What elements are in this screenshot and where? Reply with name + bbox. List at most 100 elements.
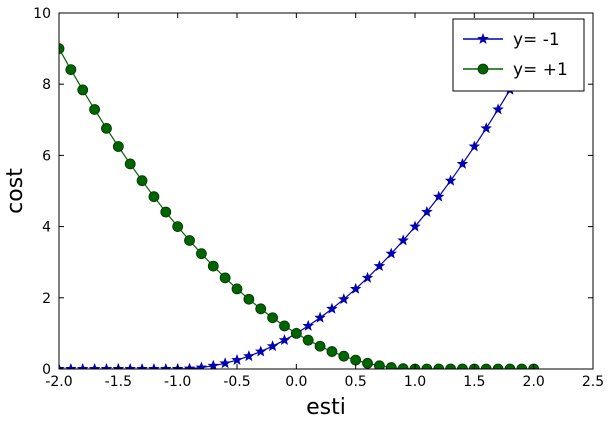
x-axis-label: esti — [306, 395, 346, 420]
data-point — [76, 362, 89, 369]
data-point — [492, 103, 504, 115]
data-point — [219, 272, 231, 284]
axis-ticks: -2.0 -1.5 -1.0 -0.5 0.0 0.5 1.0 1.5 2.0 2.5 0 2 4 6 8 1… — [33, 6, 604, 390]
data-point — [385, 247, 398, 259]
data-point — [65, 362, 77, 369]
data-point — [112, 141, 124, 152]
legend-marker — [477, 63, 489, 75]
data-point — [279, 320, 290, 332]
series-1 — [59, 43, 540, 369]
data-point — [480, 122, 492, 134]
legend-marker — [477, 32, 489, 44]
data-point — [409, 220, 421, 232]
data-point — [480, 363, 492, 369]
data-point — [457, 363, 468, 369]
data-point — [374, 360, 385, 369]
data-point — [421, 205, 433, 217]
data-point — [183, 362, 196, 369]
data-point — [456, 157, 469, 169]
x-tick-label: -0.5 — [223, 374, 250, 390]
data-point — [88, 362, 101, 369]
data-point — [444, 174, 457, 186]
data-point — [338, 293, 350, 305]
data-point — [266, 340, 279, 352]
data-point — [255, 303, 267, 315]
data-point — [101, 122, 112, 134]
data-point — [397, 234, 409, 246]
data-point — [243, 350, 255, 362]
x-tick-label: 1.0 — [404, 374, 426, 390]
series-group — [59, 42, 540, 369]
y-tick-label: 6 — [42, 148, 51, 164]
data-point — [468, 140, 481, 152]
x-tick-label: -2.0 — [45, 374, 72, 390]
data-point — [172, 221, 184, 233]
legend: y= -1 y= +1 — [452, 18, 585, 92]
data-point — [231, 283, 243, 295]
data-point — [184, 235, 195, 246]
data-point — [136, 362, 148, 369]
plot-border — [58, 12, 594, 370]
y-tick-label: 8 — [42, 77, 51, 93]
data-point — [219, 357, 231, 369]
y-axis-label: cost — [3, 168, 28, 214]
data-point — [89, 104, 100, 115]
legend-box — [452, 18, 585, 92]
data-point — [231, 354, 243, 365]
data-point — [207, 359, 220, 369]
data-point — [516, 363, 528, 369]
data-point — [421, 363, 433, 369]
legend-entry: y= -1 — [463, 30, 560, 50]
data-point — [65, 64, 77, 76]
data-point — [267, 312, 279, 324]
data-point — [160, 362, 172, 369]
data-point — [338, 350, 350, 362]
data-point — [207, 260, 219, 272]
data-point — [124, 158, 136, 170]
data-point — [160, 206, 172, 218]
data-point — [326, 346, 338, 357]
y-tick-label: 2 — [42, 291, 51, 307]
data-point — [59, 362, 65, 369]
y-tick-label: 4 — [42, 220, 51, 236]
x-tick-label: -1.5 — [105, 374, 132, 390]
data-point — [492, 363, 504, 369]
data-point — [349, 282, 362, 294]
data-point — [254, 345, 267, 357]
data-point — [432, 190, 445, 202]
data-point — [302, 319, 314, 331]
data-point — [314, 311, 326, 323]
data-point — [148, 191, 160, 203]
data-point — [433, 363, 445, 369]
data-point — [124, 362, 136, 369]
x-tick-label: 0.5 — [345, 374, 367, 390]
x-tick-label: 2.5 — [582, 374, 604, 390]
data-point — [77, 84, 89, 96]
legend-label: y= +1 — [513, 60, 568, 80]
data-point — [362, 357, 373, 369]
x-tick-label: 0.0 — [285, 374, 307, 390]
data-point — [314, 340, 326, 352]
data-point — [302, 334, 314, 346]
data-point — [373, 260, 386, 272]
data-point — [148, 362, 160, 369]
data-point — [361, 271, 374, 283]
y-tick-label: 10 — [33, 6, 51, 22]
data-point — [278, 334, 291, 346]
data-point — [100, 362, 113, 369]
data-point — [504, 363, 516, 369]
data-point — [195, 361, 208, 369]
data-point — [350, 354, 362, 366]
legend-label: y= -1 — [513, 30, 560, 50]
legend-entry: y= +1 — [463, 60, 568, 80]
y-tick-label: 0 — [42, 362, 51, 378]
x-tick-label: -1.0 — [164, 374, 191, 390]
data-point — [243, 293, 255, 305]
data-point — [290, 327, 302, 339]
data-point — [136, 175, 148, 187]
data-point — [59, 43, 65, 54]
data-point — [195, 248, 207, 260]
x-tick-label: 2.0 — [523, 374, 545, 390]
data-point — [385, 362, 397, 369]
